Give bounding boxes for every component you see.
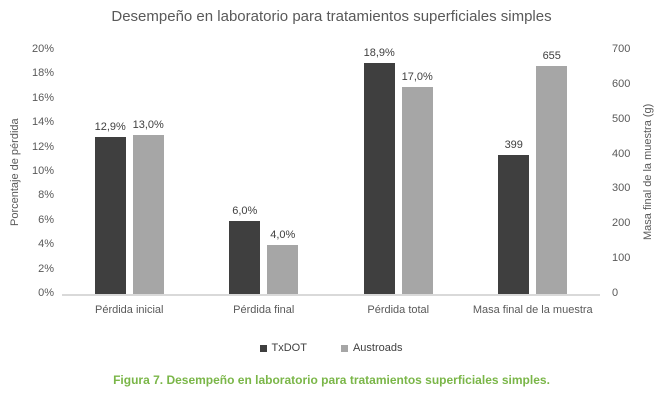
right-axis-tick: 400	[612, 147, 631, 160]
bar-value-label: 12,9%	[94, 120, 126, 133]
left-axis-tick: 16%	[31, 91, 54, 104]
x-axis-line	[62, 294, 600, 296]
bar-txdot-0	[94, 136, 126, 294]
left-axis-tick: 2%	[38, 262, 54, 275]
right-axis-tick: 0	[612, 287, 619, 299]
legend-entry-txdot: TxDOT	[259, 342, 307, 354]
legend-label: Austroads	[352, 342, 403, 354]
figure-caption: Figura 7. Desempeño en laboratorio para …	[113, 373, 550, 387]
right-axis-tick: 100	[612, 252, 631, 265]
right-axis-tick: 300	[612, 182, 631, 195]
left-axis-tick: 20%	[31, 43, 54, 55]
bar-austroads-3	[536, 65, 568, 294]
bar-txdot-3	[498, 154, 530, 294]
chart-title: Desempeño en laboratorio para tratamient…	[111, 8, 552, 25]
legend-label: TxDOT	[271, 342, 307, 354]
legend-color-swatch	[340, 344, 348, 352]
right-axis-tick: 500	[612, 112, 631, 125]
legend-color-swatch	[259, 344, 267, 352]
category-label: Pérdida total	[367, 304, 430, 316]
bar-value-label: 399	[504, 138, 523, 151]
right-axis-tick: 200	[612, 217, 631, 230]
bar-austroads-0	[132, 135, 164, 294]
bar-austroads-1	[267, 245, 299, 294]
category-label: Pérdida final	[233, 304, 295, 316]
left-axis-tick: 4%	[38, 238, 54, 251]
left-axis-tick: 0%	[38, 287, 54, 299]
left-axis-tick: 6%	[38, 213, 54, 226]
bar-austroads-2	[401, 86, 433, 294]
left-axis-tick: 14%	[31, 116, 54, 129]
right-axis-tick: 600	[612, 77, 631, 90]
left-axis-tick: 18%	[31, 67, 54, 80]
legend-entry-austroads: Austroads	[340, 342, 403, 354]
bar-value-label: 655	[542, 49, 561, 62]
bar-value-label: 18,9%	[363, 47, 395, 60]
bar-txdot-1	[229, 220, 261, 294]
bar-value-label: 13,0%	[132, 119, 164, 132]
bar-txdot-2	[363, 63, 395, 294]
legend: TxDOT Austroads	[62, 340, 600, 356]
category-label: Masa final de la muestra	[472, 304, 593, 316]
left-axis-tick: 10%	[31, 165, 54, 177]
left-axis-tick: 12%	[31, 140, 54, 153]
bar-value-label: 4,0%	[270, 229, 296, 242]
right-axis-tick: 700	[612, 43, 631, 55]
left-axis-tick: 8%	[38, 189, 54, 202]
bar-value-label: 6,0%	[232, 204, 258, 217]
bar-value-label: 17,0%	[401, 70, 433, 83]
category-label: Pérdida inicial	[95, 304, 164, 316]
